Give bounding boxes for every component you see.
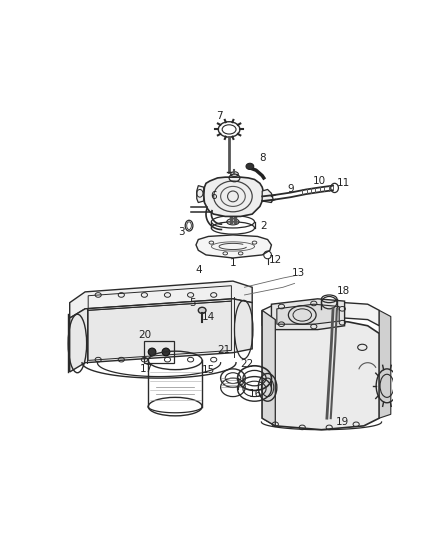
Polygon shape xyxy=(70,299,252,372)
Polygon shape xyxy=(262,301,379,326)
Polygon shape xyxy=(204,177,264,216)
Polygon shape xyxy=(272,299,345,329)
Text: 21: 21 xyxy=(217,345,230,356)
Text: 1: 1 xyxy=(230,257,236,268)
Text: 17: 17 xyxy=(140,364,153,374)
Text: 18: 18 xyxy=(336,286,350,296)
Polygon shape xyxy=(262,189,273,203)
Bar xyxy=(145,341,173,363)
Polygon shape xyxy=(379,310,391,418)
Polygon shape xyxy=(196,235,272,258)
Text: 20: 20 xyxy=(138,330,151,340)
Ellipse shape xyxy=(187,222,191,230)
Text: 2: 2 xyxy=(261,221,267,231)
Ellipse shape xyxy=(198,308,206,313)
Ellipse shape xyxy=(246,163,254,169)
Text: 14: 14 xyxy=(201,311,215,321)
Ellipse shape xyxy=(148,348,156,356)
Ellipse shape xyxy=(162,348,170,356)
Text: 16: 16 xyxy=(249,389,262,399)
Text: 6: 6 xyxy=(210,191,217,201)
Text: 3: 3 xyxy=(178,227,185,237)
Text: 7: 7 xyxy=(216,111,223,122)
Polygon shape xyxy=(262,310,276,426)
Polygon shape xyxy=(197,185,204,203)
Polygon shape xyxy=(262,310,379,430)
Text: 13: 13 xyxy=(292,269,305,278)
Text: 11: 11 xyxy=(337,179,350,188)
Text: 15: 15 xyxy=(201,366,215,375)
Polygon shape xyxy=(277,304,339,324)
Text: 22: 22 xyxy=(240,359,254,369)
Text: 12: 12 xyxy=(268,255,282,264)
Text: 9: 9 xyxy=(287,184,294,193)
Text: 5: 5 xyxy=(190,297,196,308)
Text: 8: 8 xyxy=(259,153,265,163)
Text: 10: 10 xyxy=(313,176,326,186)
Text: 4: 4 xyxy=(195,265,201,276)
Text: 19: 19 xyxy=(336,417,349,427)
Polygon shape xyxy=(70,281,252,318)
